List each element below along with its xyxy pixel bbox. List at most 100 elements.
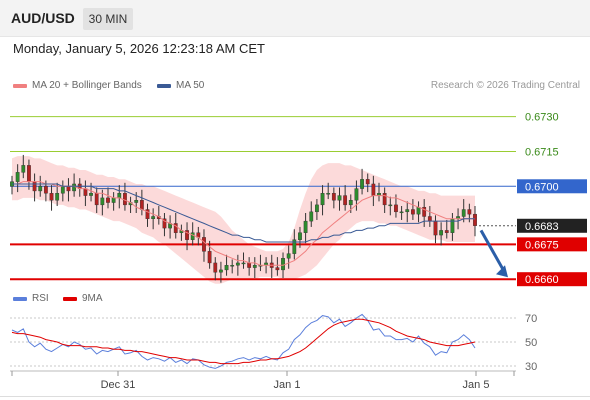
interval-button[interactable]: 30 MIN — [83, 8, 133, 30]
candle-body — [303, 220, 308, 233]
candle-body — [224, 265, 229, 271]
candle-body — [365, 179, 370, 185]
level-label-0.6730: 0.6730 — [525, 112, 559, 124]
bollinger-band — [12, 156, 475, 284]
legend-rsi: RSI — [13, 293, 49, 304]
candle-body — [111, 197, 116, 203]
candle-body — [60, 186, 65, 194]
candle-body — [151, 216, 156, 220]
rsi-tick-label: 50 — [525, 337, 537, 349]
candle-body — [185, 230, 189, 240]
level-badge-0.6675 — [517, 237, 587, 252]
candle-body — [292, 239, 297, 254]
candle-body — [123, 193, 127, 206]
candle-body — [21, 165, 26, 173]
candle-body — [281, 258, 285, 271]
candle-body — [427, 216, 432, 222]
candle-body — [337, 195, 342, 201]
candle-body — [15, 172, 20, 182]
ma50-swatch — [157, 83, 171, 88]
level-badge-0.6700 — [517, 179, 587, 194]
time-axis-label: Dec 31 — [101, 379, 136, 391]
level-badge-0.6660 — [517, 272, 587, 287]
candle-body — [382, 193, 387, 206]
candle-body — [106, 197, 110, 203]
candle-body — [298, 232, 302, 240]
candle-body — [49, 193, 54, 201]
legend-rsi-label: RSI — [32, 293, 49, 304]
candle-body — [309, 211, 314, 222]
candle-body — [439, 230, 444, 236]
candle-body — [72, 183, 77, 192]
candle-body — [202, 237, 206, 252]
candle-body — [399, 211, 404, 214]
candle-body — [38, 186, 43, 192]
candle-body — [410, 209, 415, 215]
candle-body — [207, 251, 212, 264]
candle-body — [360, 179, 364, 189]
forecast-arrow-head — [496, 265, 508, 278]
candle-body — [27, 165, 31, 182]
candle-body — [55, 193, 60, 201]
candle-body — [354, 188, 359, 201]
candle-body — [461, 209, 466, 217]
legend-ma20: MA 20 + Bollinger Bands — [13, 80, 142, 91]
candle-body — [371, 183, 376, 196]
candle-body — [433, 220, 438, 236]
bottom-divider — [0, 396, 590, 397]
candle-body — [145, 209, 150, 220]
candle-body — [117, 193, 122, 199]
copyright-text: Research © 2026 Trading Central — [430, 80, 580, 91]
legend-ma20-label: MA 20 + Bollinger Bands — [32, 80, 142, 91]
level-label-0.6675: 0.6675 — [525, 239, 559, 251]
candle-body — [331, 193, 336, 201]
candle-body — [173, 223, 178, 233]
candle-body — [405, 209, 410, 213]
legend-ma50-label: MA 50 — [176, 80, 205, 91]
candle-body — [252, 265, 257, 268]
candle-body — [66, 186, 71, 192]
time-axis-label: Jan 1 — [274, 379, 301, 391]
rsi-ma-line — [11, 318, 476, 365]
candle-body — [213, 262, 218, 273]
ma20-swatch — [13, 83, 27, 88]
legend-9ma-label: 9MA — [82, 293, 103, 304]
candle-body — [326, 193, 331, 195]
rsi-tick-label: 30 — [525, 361, 537, 373]
candle-body — [139, 200, 144, 210]
candle-body — [89, 193, 93, 196]
rsi-line — [11, 313, 476, 369]
level-label-0.6715: 0.6715 — [525, 146, 559, 158]
candle-body — [422, 206, 427, 217]
current-price-label: 0.6683 — [525, 221, 559, 233]
current-price-badge — [517, 218, 587, 233]
legend-ma50: MA 50 — [157, 80, 204, 91]
candle-body — [286, 253, 291, 259]
candle-body — [444, 230, 449, 233]
candle-body — [43, 186, 48, 194]
candle-body — [320, 193, 325, 206]
header-bar: AUD/USD 30 MIN — [0, 0, 590, 37]
rsi-ma-swatch — [63, 296, 77, 301]
candle-body — [247, 262, 252, 268]
chart-datetime: Monday, January 5, 2026 12:23:18 AM CET — [13, 41, 265, 56]
candle-body — [94, 193, 99, 206]
candle-body — [83, 188, 88, 196]
candle-body — [348, 200, 353, 206]
ma20-line — [12, 181, 475, 266]
forecast-arrow-shaft — [479, 229, 506, 272]
legend-9ma: 9MA — [63, 293, 103, 304]
candle-body — [162, 218, 167, 229]
candle-body — [134, 200, 139, 203]
time-axis-label: Jan 5 — [463, 379, 490, 391]
symbol-title: AUD/USD — [11, 10, 75, 26]
level-label-0.6700: 0.6700 — [525, 181, 559, 193]
candle-body — [100, 197, 105, 206]
level-label-0.6660: 0.6660 — [525, 274, 559, 286]
rsi-swatch — [13, 296, 27, 301]
candle-body — [241, 262, 246, 265]
candle-body — [388, 204, 393, 207]
candle-body — [32, 181, 37, 192]
candle-body — [467, 209, 472, 215]
